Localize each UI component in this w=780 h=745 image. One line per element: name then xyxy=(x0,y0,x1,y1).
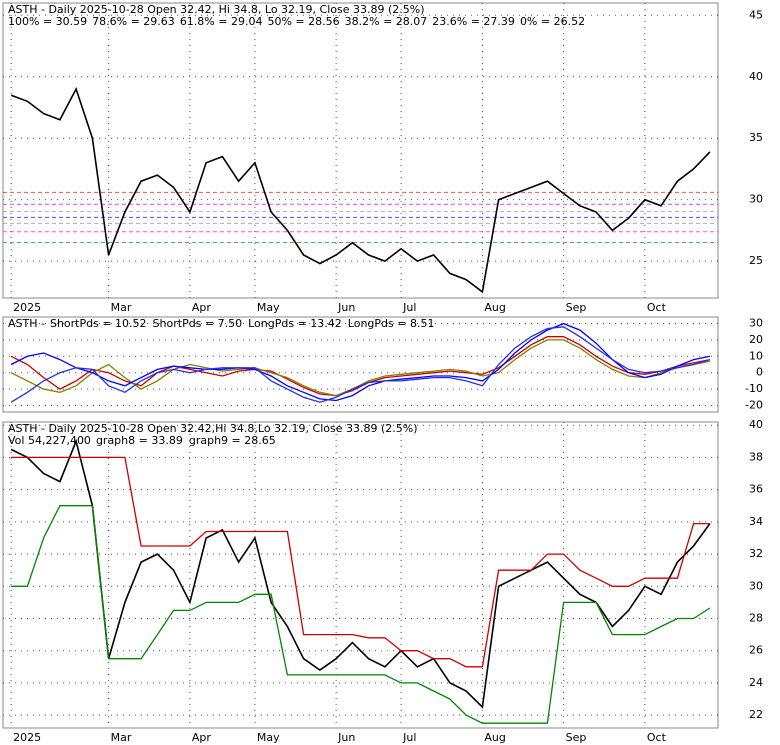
x-tick-label: May xyxy=(257,301,280,314)
y-tick-label: 34 xyxy=(749,515,763,528)
panel xyxy=(2,2,719,299)
y-tick-label: 22 xyxy=(749,708,763,721)
volume-label: Vol 54,227,400 xyxy=(8,434,91,447)
legend-entry: graph9 = 28.65 xyxy=(189,434,276,447)
x-tick-label: Jul xyxy=(402,301,416,314)
series-line xyxy=(11,456,710,668)
y-tick-label: 0 xyxy=(756,366,763,379)
legend-entry: LongPds = 13.42 xyxy=(248,317,342,330)
series-line xyxy=(11,505,711,724)
y-tick-label: 45 xyxy=(749,8,763,21)
fib-label: 38.2% = 28.07 xyxy=(345,15,428,28)
x-tick-label: Jun xyxy=(337,731,355,744)
legend-entry: graph8 = 33.89 xyxy=(96,434,183,447)
panel-title: ASTH - Daily 2025-10-28 Open 32.42, Hi 3… xyxy=(8,3,425,16)
series-line xyxy=(10,438,711,709)
x-tick-label: 2025 xyxy=(13,301,41,314)
series-line xyxy=(10,326,711,403)
x-tick-label: Apr xyxy=(192,731,212,744)
fib-label: 61.8% = 29.04 xyxy=(180,15,263,28)
x-tick-label: May xyxy=(257,731,280,744)
series-line xyxy=(10,336,711,397)
y-tick-label: -10 xyxy=(745,382,763,395)
panel-title: ASTH - xyxy=(8,317,45,330)
y-tick-label: 40 xyxy=(749,418,763,431)
x-tick-label: Jun xyxy=(337,301,355,314)
x-tick-label: Oct xyxy=(647,301,667,314)
y-tick-label: 24 xyxy=(749,676,763,689)
legend-entry: LongPds = 8.51 xyxy=(348,317,435,330)
y-tick-label: 10 xyxy=(749,349,763,362)
series-line xyxy=(10,322,711,402)
x-tick-label: Mar xyxy=(111,301,132,314)
fib-label: 78.6% = 29.63 xyxy=(92,15,175,28)
y-tick-label: 28 xyxy=(749,611,763,624)
fib-label: 100% = 30.59 xyxy=(8,15,87,28)
fib-label: 50% = 28.56 xyxy=(267,15,339,28)
panel xyxy=(2,316,719,413)
y-tick-label: 30 xyxy=(749,579,763,592)
y-tick-label: 35 xyxy=(749,131,763,144)
y-tick-label: 20 xyxy=(749,333,763,346)
x-tick-label: Aug xyxy=(484,301,505,314)
series-line xyxy=(10,86,711,294)
y-tick-label: -20 xyxy=(745,398,763,411)
panel xyxy=(2,421,719,729)
x-tick-label: Mar xyxy=(111,731,132,744)
legend-entry: ShortPds = 7.50 xyxy=(153,317,243,330)
x-tick-label: Jul xyxy=(402,731,416,744)
y-tick-label: 26 xyxy=(749,644,763,657)
y-tick-label: 30 xyxy=(749,193,763,206)
x-tick-label: 2025 xyxy=(13,731,41,744)
series-line xyxy=(10,339,711,397)
y-tick-label: 32 xyxy=(749,547,763,560)
x-tick-label: Sep xyxy=(566,731,587,744)
fib-label: 23.6% = 27.39 xyxy=(432,15,515,28)
y-tick-label: 25 xyxy=(749,254,763,267)
y-tick-label: 38 xyxy=(749,450,763,463)
y-tick-label: 36 xyxy=(749,483,763,496)
panel-title: ASTH - Daily 2025-10-28 Open 32.42,Hi 34… xyxy=(8,422,418,435)
fib-label: 0% = 26.52 xyxy=(520,15,585,28)
x-tick-label: Sep xyxy=(566,301,587,314)
x-tick-label: Apr xyxy=(192,301,212,314)
x-tick-label: Oct xyxy=(647,731,667,744)
y-tick-label: 40 xyxy=(749,70,763,83)
x-tick-label: Aug xyxy=(484,731,505,744)
legend-entry: ShortPds = 10.52 xyxy=(50,317,147,330)
y-tick-label: 30 xyxy=(749,317,763,330)
